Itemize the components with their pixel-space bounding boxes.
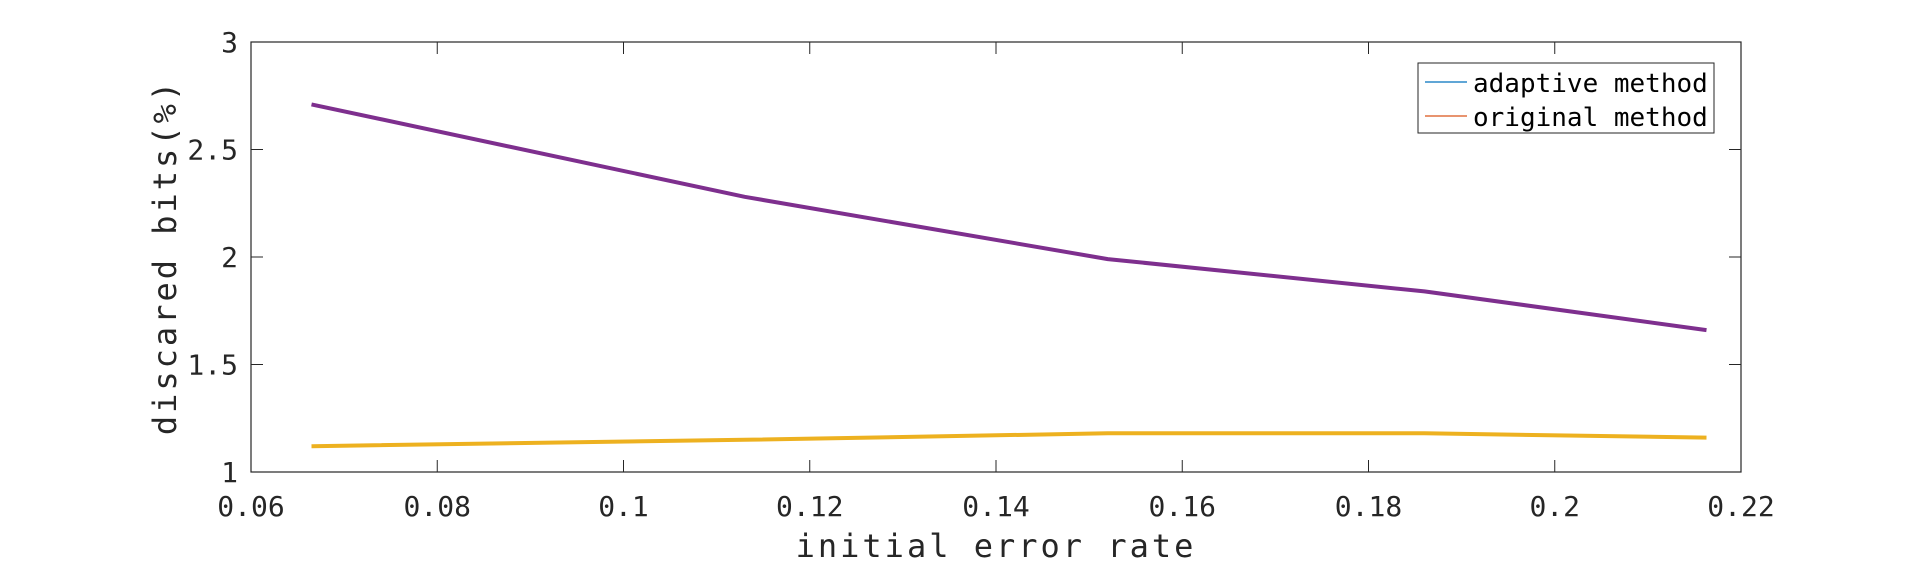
series-line-yellow <box>311 431 1707 449</box>
y-tick-label: 1.5 <box>187 349 238 382</box>
x-tick-label: 0.22 <box>1707 490 1774 523</box>
legend-label-original-method: original method <box>1473 103 1708 133</box>
x-tick-label: 0.1 <box>598 490 649 523</box>
series-line-purple <box>311 102 1707 333</box>
y-tick-label: 2.5 <box>187 134 238 167</box>
y-tick-label: 2 <box>221 241 238 274</box>
x-tick-label: 0.08 <box>404 490 471 523</box>
x-tick-label: 0.12 <box>776 490 843 523</box>
legend-label-adaptive-method: adaptive method <box>1473 69 1708 99</box>
data-series <box>311 102 1707 449</box>
x-tick-label: 0.18 <box>1335 490 1402 523</box>
x-tick-label: 0.16 <box>1149 490 1216 523</box>
y-tick-label: 3 <box>221 26 238 59</box>
x-tick-label: 0.14 <box>962 490 1029 523</box>
x-tick-labels: 0.06 0.08 0.1 0.12 0.14 0.16 0.18 0.2 0.22 <box>217 490 1774 523</box>
x-axis-label: initial error rate <box>796 527 1197 563</box>
x-tick-label: 0.2 <box>1529 490 1580 523</box>
x-tick-label: 0.06 <box>217 490 284 523</box>
y-tick-label: 1 <box>221 456 238 489</box>
y-axis-label: discared bits(%) <box>146 79 184 435</box>
legend-box <box>1417 62 1715 134</box>
legend: adaptive method original method <box>1417 62 1715 134</box>
y-tick-labels: 1 1.5 2 2.5 3 <box>187 26 238 489</box>
tick-marks <box>250 41 1742 473</box>
